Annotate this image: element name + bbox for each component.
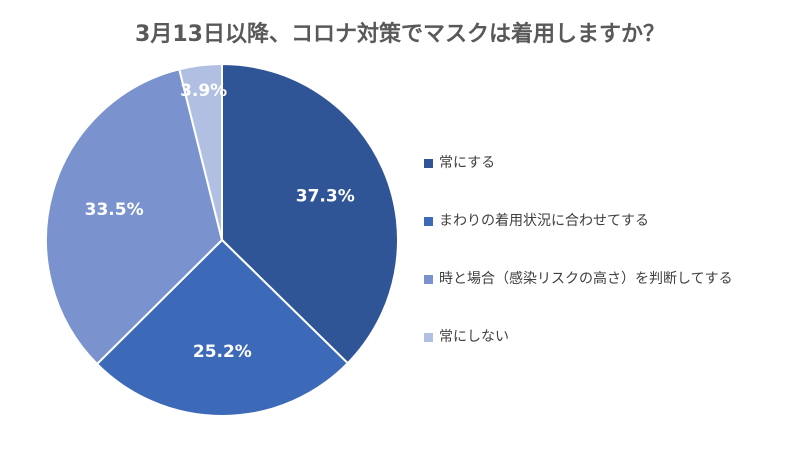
pie-slice-always [221, 62, 399, 365]
pie-slice-follow-others [95, 238, 350, 417]
pie-slice-case-by-case [45, 68, 224, 366]
data-label-always: 37.3% [296, 187, 355, 207]
legend-swatch-always [424, 158, 433, 168]
legend-item-case-by-case: 時と場合（感染リスクの高さ）を判断してする [424, 266, 733, 292]
data-label-follow-others: 25.2% [193, 342, 252, 362]
legend: 常にする まわりの着用状況に合わせてする 時と場合（感染リスクの高さ）を判断して… [424, 150, 733, 382]
pie-slices [45, 62, 399, 417]
legend-item-never: 常にしない [424, 324, 733, 350]
legend-label-case-by-case: 時と場合（感染リスクの高さ）を判断してする [439, 271, 733, 287]
legend-item-always: 常にする [424, 150, 733, 176]
pie-data-labels: 37.3% 25.2% 33.5% 3.9% [85, 81, 355, 362]
legend-item-follow-others: まわりの着用状況に合わせてする [424, 208, 733, 234]
data-label-case-by-case: 33.5% [85, 200, 144, 220]
legend-label-follow-others: まわりの着用状況に合わせてする [439, 213, 649, 229]
chart-title: 3月13日以降、コロナ対策でマスクは着用しますか？ [135, 22, 665, 47]
legend-swatch-follow-others [424, 216, 433, 226]
legend-label-never: 常にしない [439, 329, 509, 345]
pie-slice-never [178, 62, 223, 241]
legend-swatch-case-by-case [424, 274, 433, 284]
legend-swatch-never [424, 332, 433, 342]
legend-label-always: 常にする [439, 155, 496, 171]
data-label-never: 3.9% [180, 81, 227, 101]
